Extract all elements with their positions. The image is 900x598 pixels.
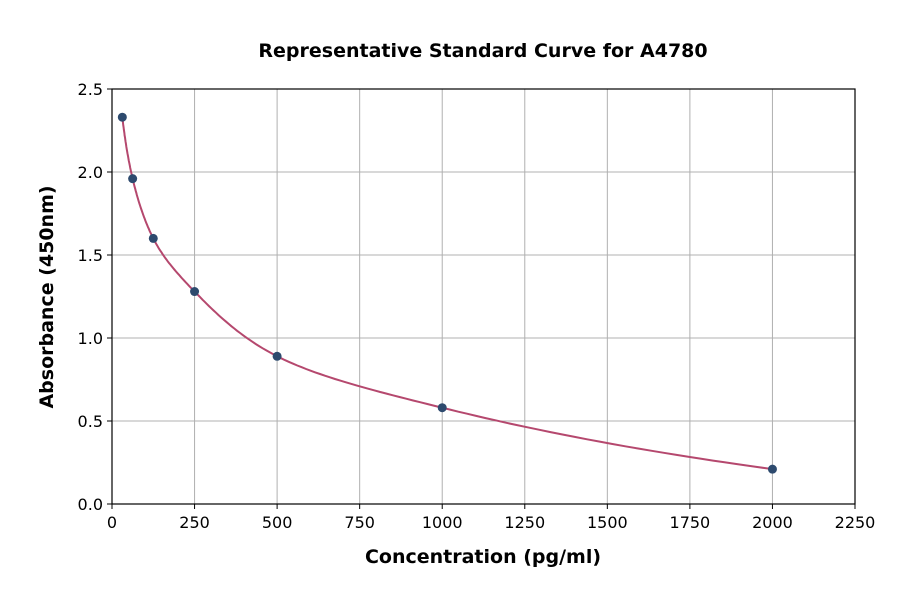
data-point bbox=[767, 464, 777, 474]
x-tick-label: 2000 bbox=[752, 513, 793, 532]
y-tick-label: 2.5 bbox=[78, 80, 103, 99]
y-tick-label: 2.0 bbox=[78, 163, 103, 182]
x-tick-label: 500 bbox=[262, 513, 293, 532]
data-point bbox=[148, 233, 158, 243]
y-tick-label: 1.0 bbox=[78, 329, 103, 348]
data-point bbox=[190, 287, 200, 297]
data-point bbox=[437, 403, 447, 413]
y-tick-label: 0.0 bbox=[78, 495, 103, 514]
chart-title: Representative Standard Curve for A4780 bbox=[258, 40, 707, 62]
x-axis-label: Concentration (pg/ml) bbox=[365, 546, 601, 568]
y-tick-label: 0.5 bbox=[78, 412, 103, 431]
x-tick-label: 2250 bbox=[835, 513, 876, 532]
x-tick-label: 1500 bbox=[587, 513, 628, 532]
y-axis-label: Absorbance (450nm) bbox=[36, 185, 58, 408]
data-point bbox=[117, 112, 127, 122]
data-point bbox=[272, 351, 282, 361]
x-tick-label: 1750 bbox=[670, 513, 711, 532]
x-tick-label: 1000 bbox=[422, 513, 463, 532]
x-tick-label: 250 bbox=[179, 513, 210, 532]
plot-frame bbox=[111, 88, 856, 505]
x-tick-label: 750 bbox=[344, 513, 375, 532]
fit-curve bbox=[121, 117, 773, 471]
x-tick-label: 0 bbox=[107, 513, 117, 532]
data-point bbox=[128, 174, 138, 184]
x-tick-label: 1250 bbox=[504, 513, 545, 532]
y-tick-label: 1.5 bbox=[78, 246, 103, 265]
